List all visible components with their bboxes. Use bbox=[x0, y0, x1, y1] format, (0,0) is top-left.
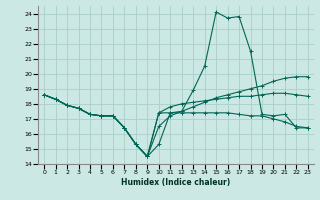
X-axis label: Humidex (Indice chaleur): Humidex (Indice chaleur) bbox=[121, 178, 231, 187]
